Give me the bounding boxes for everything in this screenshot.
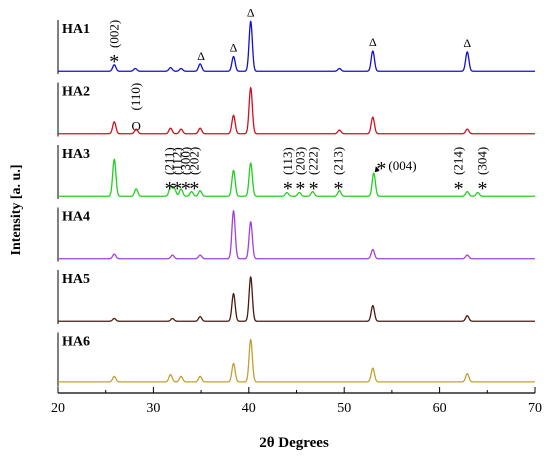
series-line-ha3 (58, 158, 535, 197)
peak-annotation: * (304) (475, 147, 490, 200)
peak-annotation: Δ (230, 41, 238, 55)
peak-annotation: * (002) (106, 20, 121, 73)
delta-marker: Δ (463, 36, 471, 50)
miller-index-label: (112) (169, 147, 184, 175)
miller-index-label: (110) (128, 83, 143, 111)
star-marker: * (181, 178, 191, 200)
series-ha3: HA3 (57, 145, 535, 199)
peak-annotation: Δ (247, 6, 255, 20)
peak-annotation: * (113) (280, 147, 295, 200)
miller-index-label: (213) (330, 147, 345, 175)
series-label-ha4: HA4 (62, 210, 90, 225)
series-line-ha1 (58, 20, 535, 72)
star-marker: * (478, 178, 488, 200)
series-ha5: HA5 (57, 270, 535, 324)
miller-index-label: (002) (106, 20, 121, 48)
star-marker: * (454, 178, 464, 200)
star-marker: * (283, 178, 293, 200)
miller-index-label: (211) (162, 147, 177, 175)
star-marker: * (333, 178, 343, 200)
delta-marker: Δ (197, 49, 205, 63)
star-marker: * (165, 178, 175, 200)
x-tick-label: 70 (528, 401, 542, 416)
miller-index-label: (304) (475, 147, 490, 175)
series-label-ha3: HA3 (62, 147, 90, 162)
series-ha6: HA6 (57, 332, 535, 387)
arrow-head (374, 166, 380, 173)
star-marker: * (376, 158, 386, 180)
miller-index-label: (004) (388, 158, 416, 173)
star-marker: * (309, 178, 319, 200)
x-tick-label: 30 (146, 401, 160, 416)
star-marker: * (295, 178, 305, 200)
peak-annotation: Δ (197, 49, 205, 63)
x-tick-label: 20 (51, 401, 65, 416)
series-line-ha2 (58, 86, 535, 135)
x-axis: 20 30 40 50 60 70 (51, 387, 542, 416)
delta-marker: Δ (230, 41, 238, 55)
peak-annotation: * (222) (306, 147, 321, 200)
x-axis-label: 2θ Degrees (259, 435, 329, 451)
x-tick-label: 50 (337, 401, 351, 416)
x-tick-label: 40 (242, 401, 256, 416)
series-line-ha6 (58, 338, 535, 383)
peak-annotation: * (203) (292, 147, 307, 200)
peak-annotation: * (214) (451, 147, 466, 200)
x-tick-label: 60 (433, 401, 447, 416)
y-axis-label: Intensity [a. u.] (9, 164, 24, 255)
peak-annotation: * (213) (330, 147, 345, 200)
series-ha1: HA1 (57, 20, 535, 74)
miller-index-label: (202) (186, 147, 201, 175)
miller-index-label: (203) (292, 147, 307, 175)
series-label-ha2: HA2 (62, 85, 90, 100)
star-marker: * (109, 51, 119, 73)
series-layer: HA1 HA2 HA3 HA4 HA5 HA6 (57, 20, 535, 387)
peak-annotation: * (202) (186, 147, 201, 200)
delta-marker: Δ (247, 6, 255, 20)
peak-annotation: Δ (369, 35, 377, 49)
peak-annotation: * (211) (162, 147, 177, 200)
series-ha2: HA2 (57, 82, 535, 137)
series-ha4: HA4 (57, 207, 535, 262)
circle-marker: O (132, 119, 141, 134)
star-marker: * (189, 178, 199, 200)
series-label-ha6: HA6 (62, 335, 90, 350)
series-label-ha5: HA5 (62, 272, 90, 287)
miller-index-label: (222) (306, 147, 321, 175)
peak-annotation: * (300) (178, 147, 193, 200)
series-line-ha5 (58, 275, 535, 322)
delta-marker: Δ (369, 35, 377, 49)
peak-annotation: Δ (463, 36, 471, 50)
peak-annotation: * (112) (169, 147, 184, 200)
miller-index-label: (300) (178, 147, 193, 175)
series-line-ha4 (58, 209, 535, 260)
miller-index-label: (113) (280, 147, 295, 175)
miller-index-label: (214) (451, 147, 466, 175)
peak-annotation: * (004) (374, 158, 417, 180)
series-label-ha1: HA1 (62, 22, 90, 37)
peak-annotation: O (110) (128, 83, 143, 134)
star-marker: * (172, 178, 182, 200)
